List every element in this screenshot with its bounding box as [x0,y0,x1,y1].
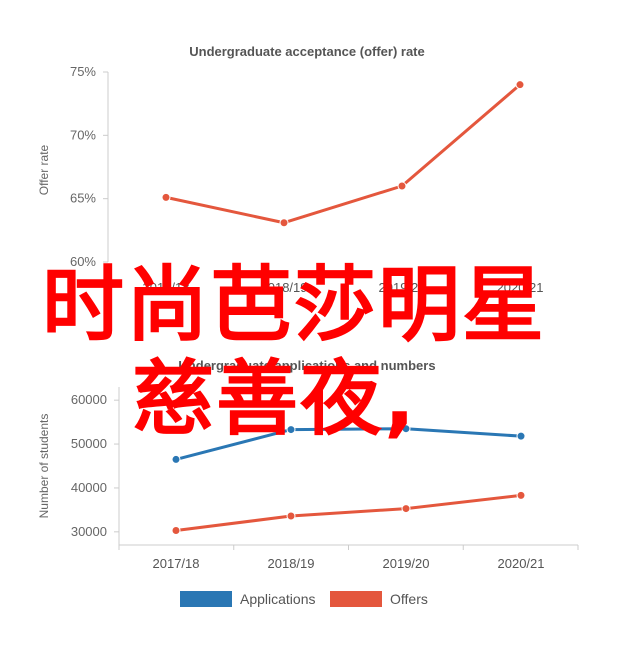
data-point[interactable] [516,431,526,441]
chart2-title: Undergraduate applications and numbers [178,358,435,373]
data-point[interactable] [516,490,526,500]
legend-swatch [330,591,382,607]
x-tick-label: 2020/21 [498,556,545,571]
data-point[interactable] [397,181,407,191]
y-tick-label: 75% [70,64,96,79]
x-tick-label: 2019/20 [383,556,430,571]
y-tick-label: 70% [70,127,96,142]
y-tick-label: 50000 [71,436,107,451]
x-tick-label: 2019/20 [379,280,426,295]
chart1-x-ticks: 2017/18 2018/19 2019/20 2020/21 [143,280,544,295]
chart2-legend: Applications Offers [180,591,428,607]
chart1-y-axis-label: Offer rate [37,144,51,195]
series-line-applications [174,427,523,461]
data-point[interactable] [515,80,525,90]
x-tick-label: 2018/19 [268,556,315,571]
series-line-offers [174,493,523,533]
y-tick-label: 30000 [71,524,107,539]
legend-label: Offers [390,591,428,607]
data-point[interactable] [286,425,296,435]
acceptance-rate-chart: Undergraduate acceptance (offer) rate Of… [37,44,544,295]
data-point[interactable] [161,192,171,202]
chart2-series [171,424,526,536]
chart2-y-axis-label: Number of students [37,414,51,519]
legend-swatch [180,591,232,607]
data-point[interactable] [171,454,181,464]
x-tick-label: 2017/18 [153,556,200,571]
data-point[interactable] [401,504,411,514]
series-line-rate [164,83,522,225]
chart2-y-ticks: 30000 40000 50000 60000 [71,392,119,539]
legend-label: Applications [240,591,316,607]
y-tick-label: 40000 [71,480,107,495]
chart1-title: Undergraduate acceptance (offer) rate [189,44,425,59]
data-point[interactable] [279,218,289,228]
applications-numbers-chart: Undergraduate applications and numbers N… [37,358,579,607]
chart2-x-ticks: 2017/18 2018/19 2019/20 2020/21 [118,545,579,571]
data-point[interactable] [286,511,296,521]
y-tick-label: 60000 [71,392,107,407]
x-tick-label: 2020/21 [497,280,544,295]
y-tick-label: 60% [70,254,96,269]
chart1-y-ticks: 60% 65% 70% 75% [70,64,108,269]
x-tick-label: 2017/18 [143,280,190,295]
data-point[interactable] [171,526,181,536]
x-tick-label: 2018/19 [261,280,308,295]
y-tick-label: 65% [70,191,96,206]
chart1-series [161,80,525,228]
data-point[interactable] [401,424,411,434]
